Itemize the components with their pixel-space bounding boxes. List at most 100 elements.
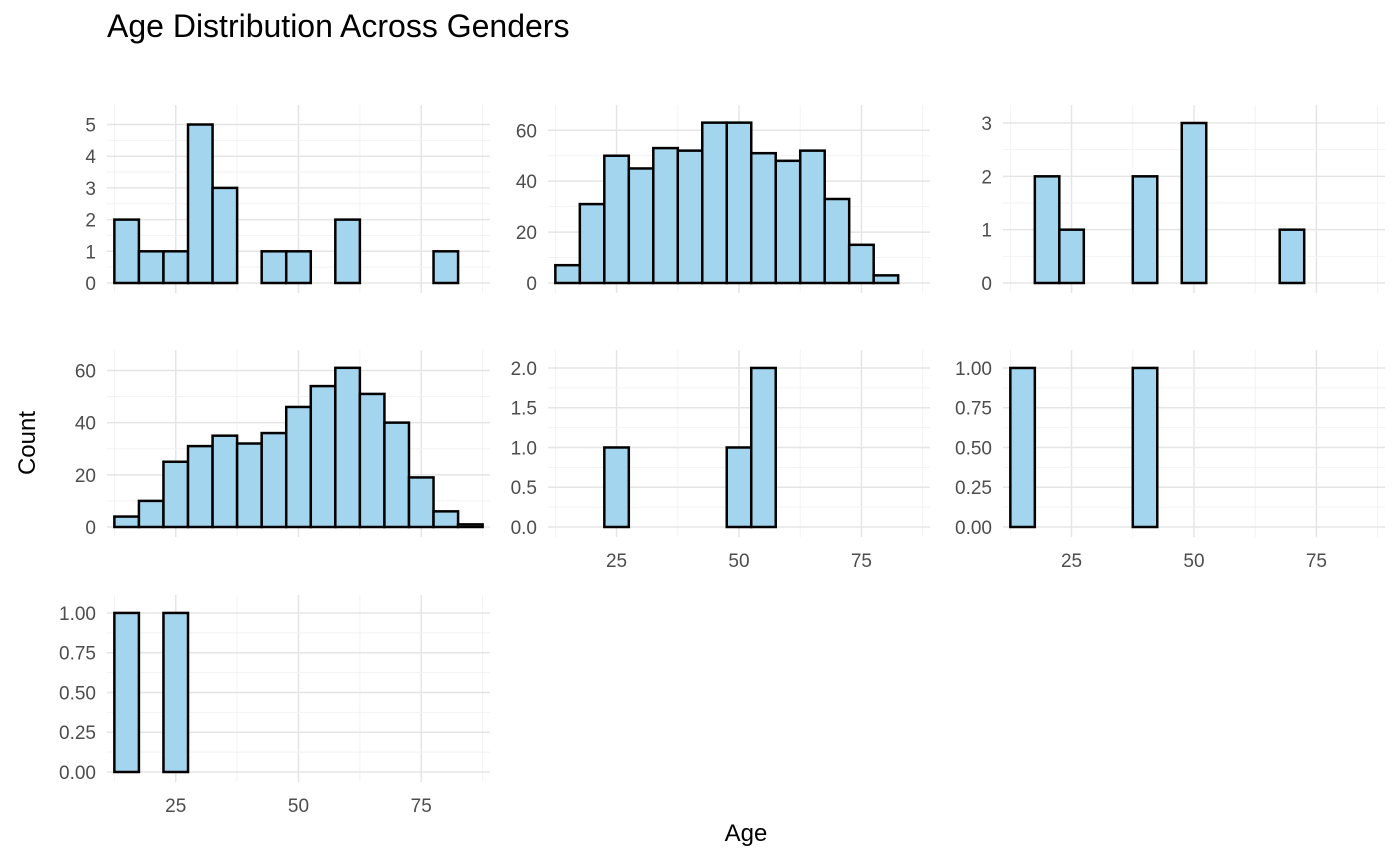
facet-bars xyxy=(1033,121,1306,285)
histogram-bar xyxy=(309,384,337,529)
facet-bars xyxy=(554,121,900,285)
facet-strip-label: Male xyxy=(277,323,320,345)
y-tick-label: 0.0 xyxy=(511,518,537,539)
y-tick-label: 0.75 xyxy=(59,644,96,665)
y-tick-label: 60 xyxy=(75,361,96,382)
y-tick-label: 1.5 xyxy=(511,399,537,420)
chart-title: Age Distribution Across Genders xyxy=(107,8,570,44)
histogram-bar xyxy=(798,149,826,285)
histogram-bar xyxy=(823,197,851,285)
x-tick-label: 75 xyxy=(411,796,432,817)
facet-bars xyxy=(113,123,460,285)
y-tick-label: 0.25 xyxy=(955,478,992,499)
facet-strip-label: Female xyxy=(706,78,773,100)
histogram-bar xyxy=(1131,366,1159,529)
y-tick-label: 0 xyxy=(981,274,992,295)
histogram-bar xyxy=(847,243,875,285)
histogram-bar xyxy=(113,611,141,774)
y-tick-label: 0.75 xyxy=(955,399,992,420)
x-axis-label: Age xyxy=(724,820,768,847)
histogram-bar xyxy=(554,263,582,285)
x-tick-label: 75 xyxy=(851,551,872,572)
histogram-bar xyxy=(749,366,777,529)
histogram-bar xyxy=(603,154,631,285)
histogram-bar xyxy=(383,421,411,529)
histogram-bar xyxy=(211,186,239,285)
y-tick-label: 2 xyxy=(85,211,96,232)
y-tick-label: 0 xyxy=(526,274,537,295)
y-tick-label: 20 xyxy=(516,223,537,244)
y-tick-label: 40 xyxy=(75,414,96,435)
histogram-bar xyxy=(113,515,141,529)
histogram-bar xyxy=(774,159,802,285)
x-tick-label: 50 xyxy=(1183,551,1204,572)
histogram-bar xyxy=(284,405,313,529)
histogram-bar xyxy=(676,149,704,285)
histogram-bar xyxy=(872,274,900,285)
histogram-bar xyxy=(186,444,214,529)
y-tick-label: 3 xyxy=(85,179,96,200)
histogram-bar xyxy=(749,151,777,285)
histogram-bar xyxy=(1278,228,1306,285)
x-tick-label: 25 xyxy=(606,551,627,572)
histogram-bar xyxy=(162,250,190,285)
y-tick-label: 60 xyxy=(516,121,537,142)
y-tick-label: 20 xyxy=(75,466,96,487)
facet-bars xyxy=(113,611,190,774)
y-tick-label: 0.50 xyxy=(955,438,992,459)
y-tick-label: 2 xyxy=(981,167,992,188)
histogram-bar xyxy=(432,510,460,529)
facet-strip-label: ansgender Male (Female to Male; FT xyxy=(134,568,463,590)
y-tick-label: 0.25 xyxy=(59,723,96,744)
facet-bars xyxy=(603,366,777,529)
x-tick-label: 50 xyxy=(728,551,749,572)
y-tick-label: 1 xyxy=(981,221,992,242)
histogram-bar xyxy=(334,218,362,285)
histogram-bar xyxy=(113,218,141,285)
histogram-bar xyxy=(652,146,680,285)
histogram-bar xyxy=(1180,121,1208,285)
x-tick-label: 50 xyxy=(288,796,309,817)
histogram-bar xyxy=(137,499,165,529)
y-tick-label: 0.00 xyxy=(59,763,96,784)
histogram-bar xyxy=(701,121,729,285)
histogram-bar xyxy=(358,392,386,529)
histogram-bar xyxy=(137,250,165,285)
y-tick-label: 1.0 xyxy=(511,438,537,459)
y-tick-label: 1 xyxy=(85,242,96,263)
facet-bars xyxy=(113,366,484,529)
histogram-bar xyxy=(1058,228,1086,285)
y-tick-label: 2.0 xyxy=(511,359,537,380)
x-tick-label: 25 xyxy=(1061,551,1082,572)
histogram-bar xyxy=(1033,175,1061,285)
y-tick-label: 1.00 xyxy=(955,359,992,380)
y-tick-label: 40 xyxy=(516,172,537,193)
facet-strip-label: Other (Please State) xyxy=(648,323,830,345)
histogram-bar xyxy=(186,123,214,285)
x-tick-label: 25 xyxy=(165,796,186,817)
histogram-bar xyxy=(162,611,190,774)
histogram-bar xyxy=(725,446,753,529)
y-tick-label: 1.00 xyxy=(59,604,96,625)
histogram-bar xyxy=(284,250,313,285)
y-tick-label: 0.00 xyxy=(955,518,992,539)
facet-strip-label: ansgender Female (Male to Female: M xyxy=(1022,323,1367,345)
histogram-bar xyxy=(235,442,263,529)
histogram-bar xyxy=(162,460,190,529)
y-tick-label: 0.5 xyxy=(511,478,537,499)
histogram-bar xyxy=(603,446,631,529)
histogram-bar xyxy=(260,250,288,285)
histogram-bar xyxy=(1009,366,1037,529)
histogram-bar xyxy=(334,366,362,529)
histogram-bar xyxy=(627,167,655,285)
facet-strip-label: erqueer, neither exclusively male nor f xyxy=(1026,78,1363,100)
y-tick-label: 0.50 xyxy=(59,683,96,704)
y-tick-label: 3 xyxy=(981,114,992,135)
y-tick-label: 0 xyxy=(85,518,96,539)
histogram-bar xyxy=(260,431,288,529)
x-tick-label: 75 xyxy=(1306,551,1327,572)
histogram-bar xyxy=(578,202,606,285)
histogram-bar xyxy=(407,476,435,529)
histogram-bar xyxy=(725,121,753,285)
